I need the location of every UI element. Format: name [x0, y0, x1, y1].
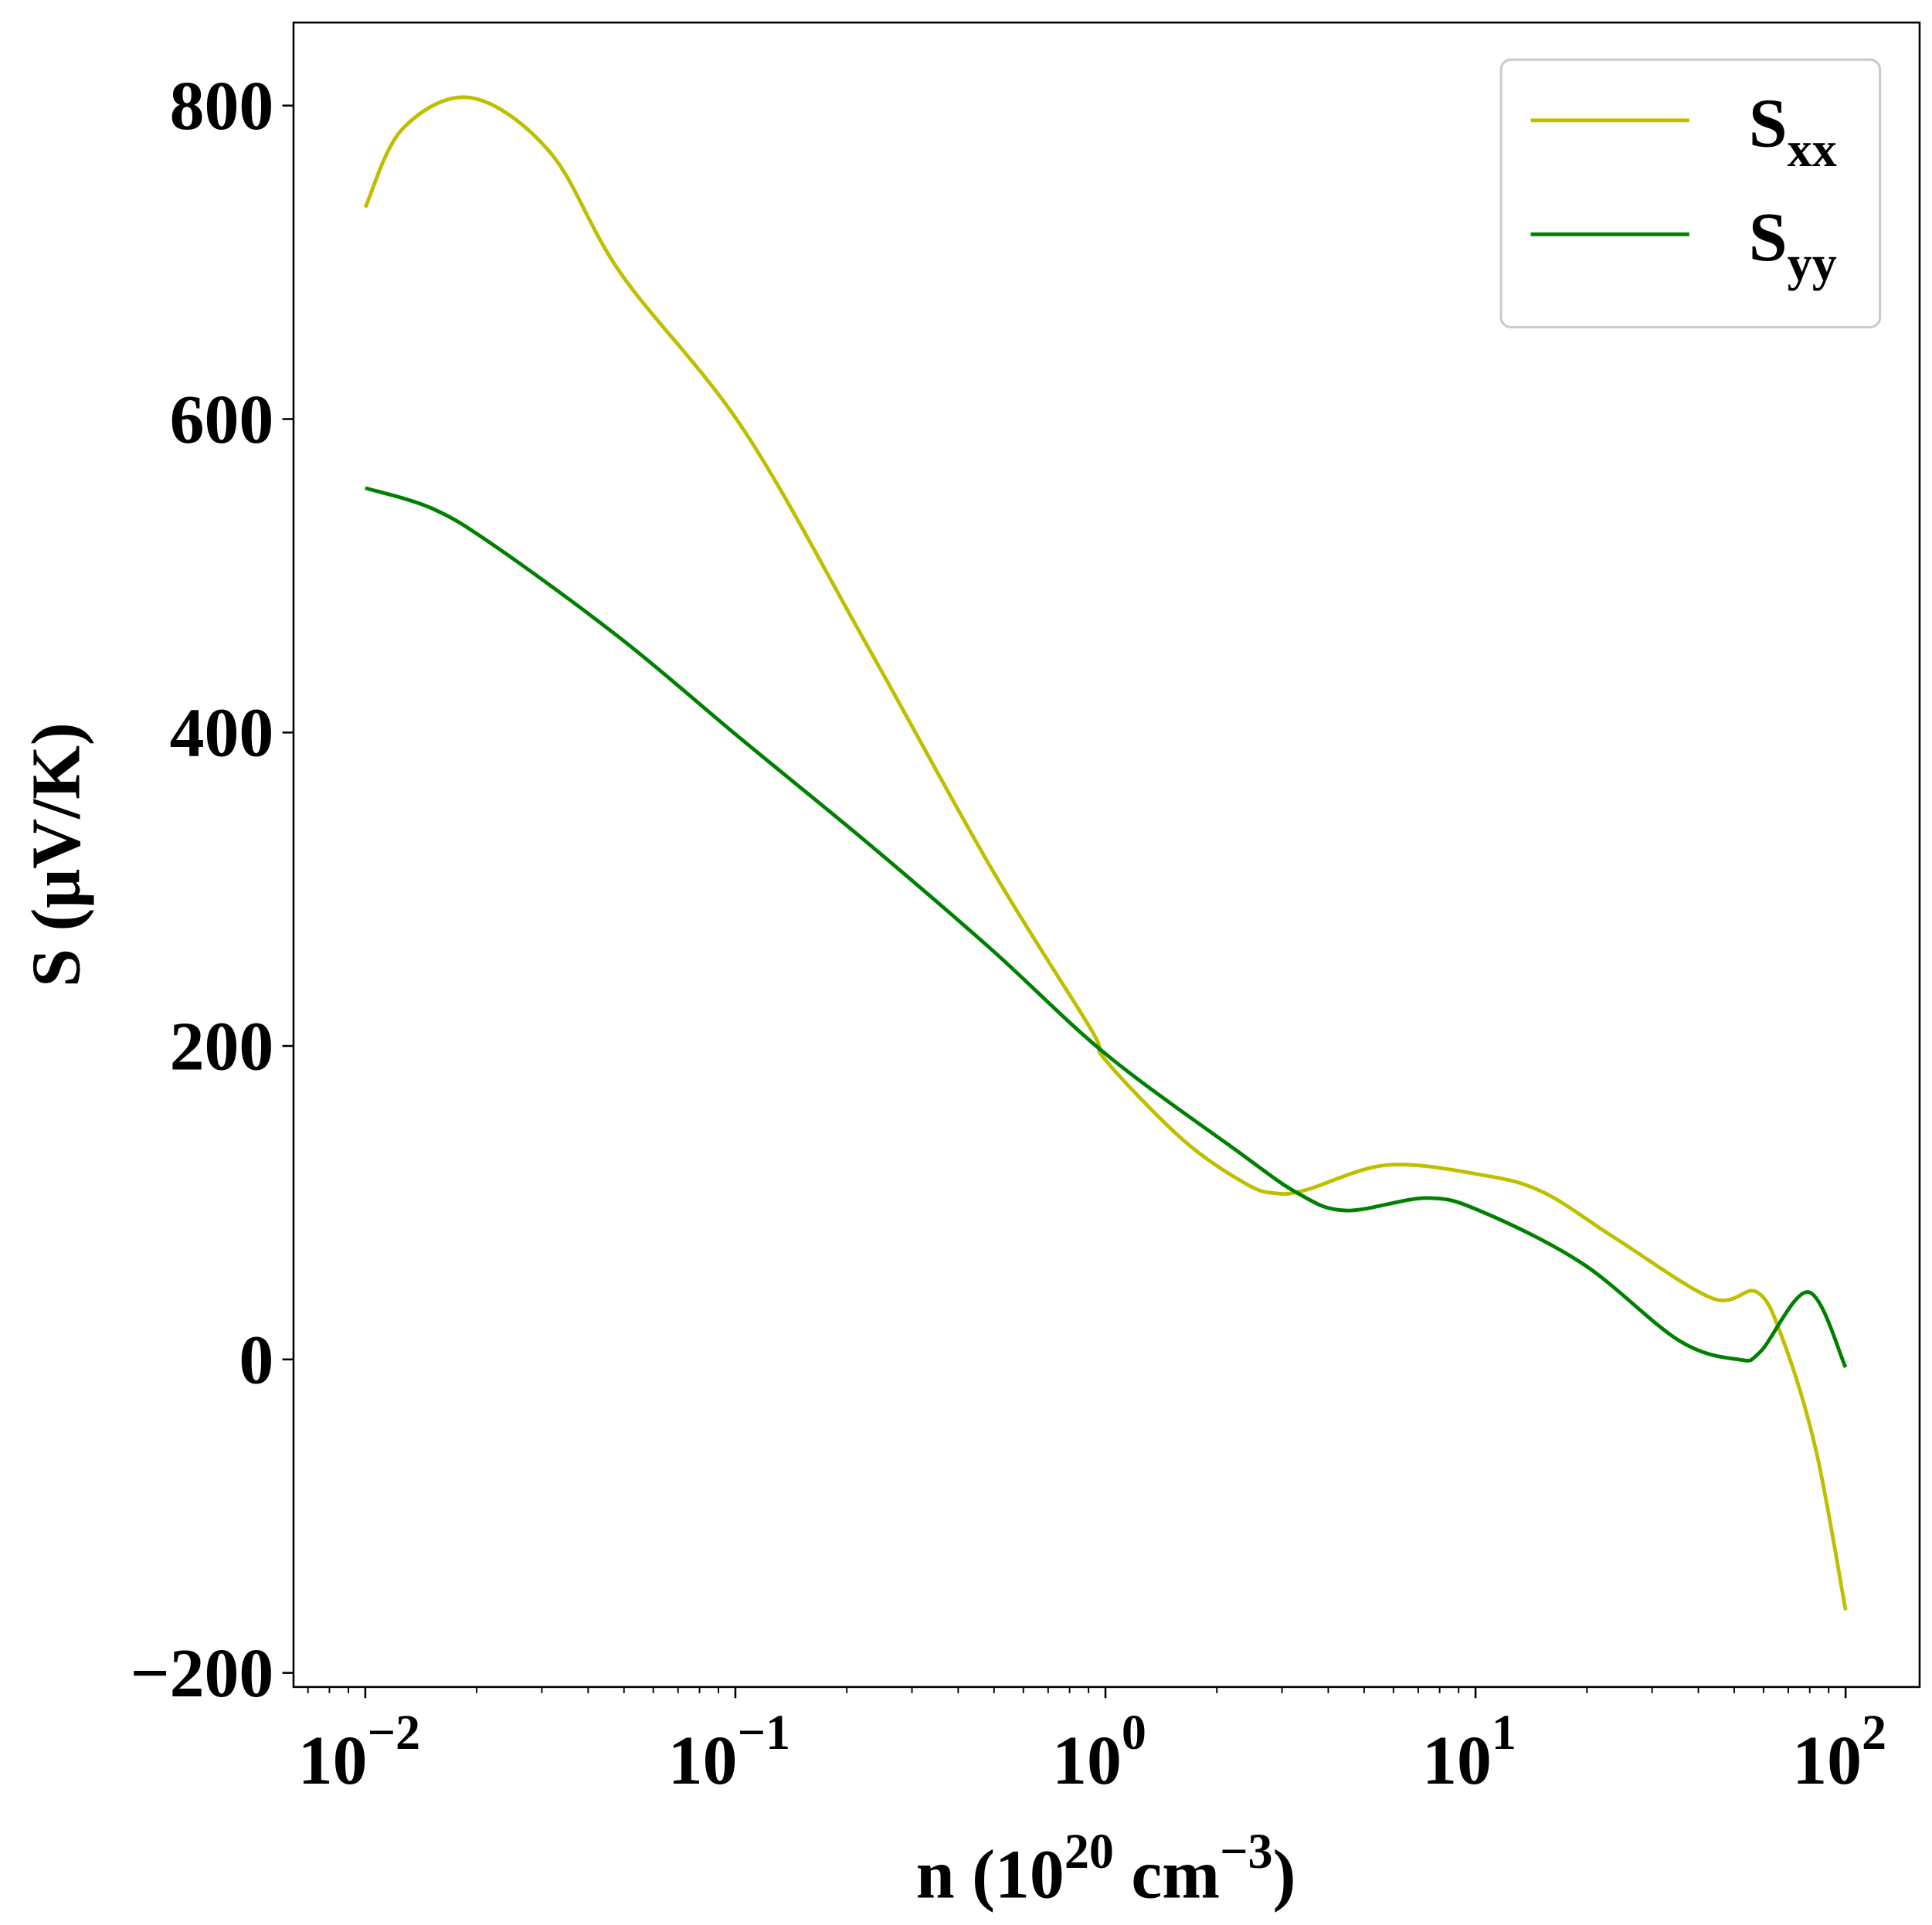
- plot-frame: [292, 21, 1921, 1689]
- x-tick-label: 102: [1792, 1705, 1886, 1799]
- x-tick-label: 100: [1052, 1705, 1146, 1799]
- y-axis-label: S (μV/K): [19, 722, 95, 987]
- series-line-sxx: [363, 95, 1848, 1611]
- series-line-syy: [365, 486, 1848, 1369]
- x-tick-label: 10−1: [668, 1705, 790, 1799]
- x-axis-label: n (1020 cm−3): [916, 1824, 1296, 1913]
- y-tick-label: 600: [170, 382, 274, 458]
- series-lines: [363, 95, 1848, 1611]
- legend-label-sxx: Sxx: [1749, 85, 1837, 177]
- y-tick-label: 400: [170, 695, 274, 772]
- legend: Sxx Syy: [1499, 58, 1882, 329]
- y-tick-label: 800: [170, 68, 274, 144]
- y-tick-label: −200: [130, 1635, 273, 1712]
- y-tick-label: 0: [239, 1322, 273, 1398]
- x-axis: 10−2 10−1 100 101 102: [298, 1686, 1886, 1799]
- y-axis: −200 0 200 400 600 800: [130, 68, 294, 1712]
- legend-label-syy: Syy: [1749, 199, 1837, 291]
- x-tick-label: 101: [1422, 1705, 1516, 1799]
- x-tick-label: 10−2: [298, 1705, 420, 1799]
- legend-box: [1499, 58, 1882, 329]
- y-tick-label: 200: [170, 1009, 274, 1085]
